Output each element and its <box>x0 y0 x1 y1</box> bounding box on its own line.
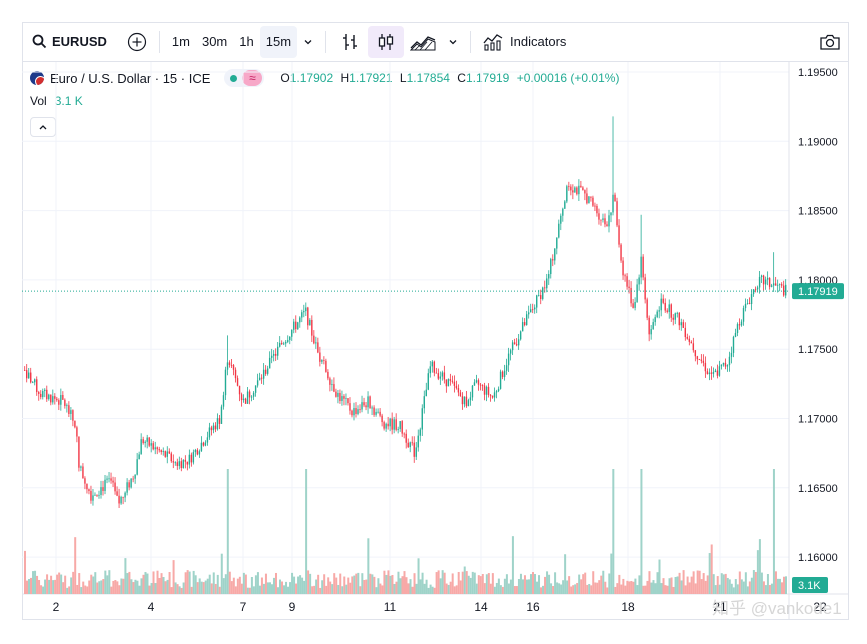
toolbar-divider <box>470 30 472 53</box>
indicators-button[interactable]: Indicators <box>477 26 572 58</box>
chevron-up-icon <box>38 123 48 131</box>
interval-1m[interactable]: 1m <box>171 34 190 49</box>
chart-style-dropdown[interactable] <box>442 26 464 58</box>
interval-15m[interactable]: 15m <box>259 25 298 58</box>
volume-label[interactable]: Vol <box>30 94 47 108</box>
currency-flag-icon <box>30 71 44 85</box>
indicators-icon <box>483 33 503 51</box>
volume-value: 3.1 K <box>54 94 83 108</box>
bar-style-icon <box>341 32 359 52</box>
collapse-legend-button[interactable] <box>30 117 56 137</box>
area-style-icon <box>410 33 436 51</box>
chevron-down-icon <box>303 37 313 47</box>
series-title[interactable]: Euro / U.S. Dollar · 15 · ICE <box>50 70 211 86</box>
snapshot-button[interactable] <box>813 26 849 58</box>
series-legend: Euro / U.S. Dollar · 15 · ICE ≈ O1.17902… <box>30 68 619 88</box>
high-value: 1.17921 <box>349 71 393 85</box>
chevron-down-icon <box>448 37 458 47</box>
high-key: H <box>340 71 350 85</box>
watermark-text: 知乎 @vankode1 <box>712 599 842 618</box>
toolbar-divider <box>325 30 327 53</box>
change-value: +0.00016 (+0.01%) <box>516 71 620 85</box>
interval-30m[interactable]: 30m <box>201 34 228 49</box>
interval-dropdown[interactable] <box>297 26 319 58</box>
indicators-label: Indicators <box>510 34 567 49</box>
chart-toolbar: EURUSD 1m 30m 1h 15m <box>22 22 849 62</box>
add-symbol-button[interactable] <box>121 26 153 58</box>
symbol-search[interactable]: EURUSD <box>22 26 113 58</box>
close-value: 1.17919 <box>465 71 510 85</box>
candle-style-button[interactable] <box>368 25 405 58</box>
candle-style-icon <box>377 32 395 52</box>
low-value: 1.17854 <box>406 71 450 85</box>
open-value: 1.17902 <box>289 71 334 85</box>
chart-frame <box>22 22 849 620</box>
approx-data-icon: ≈ <box>242 70 263 86</box>
volume-legend: Vol 3.1 K <box>30 94 83 108</box>
add-symbol-icon <box>127 32 147 52</box>
open-key: O <box>280 71 290 85</box>
camera-icon <box>819 33 841 51</box>
low-key: L <box>399 71 407 85</box>
symbol-label: EURUSD <box>52 34 107 49</box>
toolbar-divider <box>158 30 160 53</box>
area-style-button[interactable] <box>404 26 442 58</box>
ohlc-values: O1.17902 H1.17921 L1.17854 C1.17919 +0.0… <box>280 71 619 85</box>
market-open-icon <box>230 74 238 82</box>
search-icon <box>32 34 47 49</box>
close-key: C <box>457 71 466 85</box>
bar-style-button[interactable] <box>332 26 368 58</box>
interval-1h[interactable]: 1h <box>239 34 254 49</box>
market-status-pill[interactable]: ≈ <box>224 69 265 87</box>
